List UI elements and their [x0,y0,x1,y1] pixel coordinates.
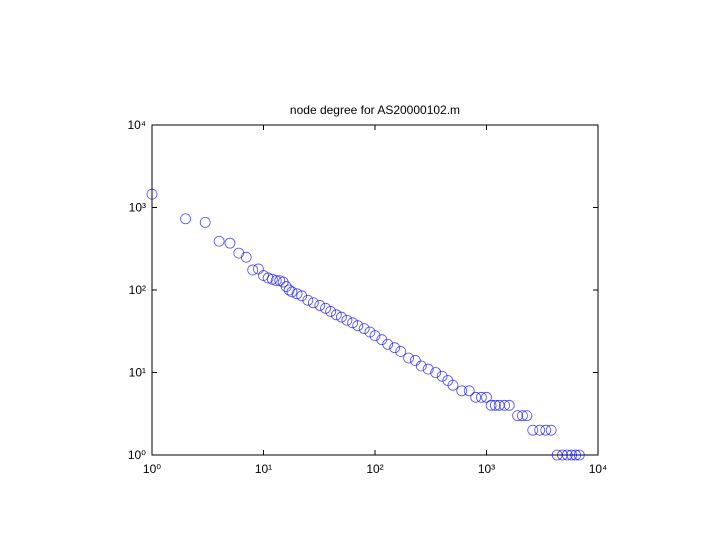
point [146,188,158,200]
point [512,410,523,422]
x-tick-label: 10⁰ [143,462,161,476]
point [180,213,191,225]
point [369,330,381,342]
point [415,360,427,372]
point [561,449,573,461]
y-tick-label: 10⁰ [128,448,146,462]
point [540,424,552,436]
point [570,449,582,461]
point [382,338,394,350]
point [213,235,225,247]
point [475,391,487,403]
point [291,288,303,300]
point [430,367,442,378]
x-tick-label: 10² [366,462,383,476]
point [262,272,274,284]
point [470,391,482,403]
point [503,399,515,411]
point [403,352,414,364]
x-tick-label: 10⁴ [589,462,608,476]
point [489,399,501,411]
x-tick-label: 10³ [478,462,495,476]
point [325,306,337,317]
point [352,320,364,332]
chart-title: node degree for AS20000102.m [290,103,460,117]
point [463,385,475,397]
point [422,363,434,375]
point [456,385,468,397]
point [270,275,282,286]
point [521,410,533,422]
point [447,379,459,391]
point [240,251,252,263]
point [409,355,421,366]
point [307,297,319,309]
point [336,311,347,323]
y-tick-label: 10¹ [129,366,146,380]
point [347,317,359,329]
y-tick-label: 10² [129,283,146,297]
point [545,424,557,436]
point [534,424,546,436]
point [199,216,211,228]
x-tick-label: 10¹ [255,462,272,476]
plot-frame [151,124,599,456]
point [436,370,448,382]
point [566,449,578,461]
point [395,346,407,357]
point [341,314,353,326]
point [527,424,539,436]
y-tick-label: 10⁴ [127,118,146,132]
point [389,342,401,354]
point [314,300,326,311]
point [247,264,259,276]
point [481,391,492,403]
point [517,410,528,422]
point [224,237,236,249]
point [320,302,331,314]
point [358,323,370,335]
y-tick-label: 10³ [129,201,146,215]
point [557,449,568,461]
point [302,294,314,306]
point [330,309,342,321]
point [286,286,298,298]
point [485,399,497,411]
point [499,399,510,411]
point [573,449,585,461]
